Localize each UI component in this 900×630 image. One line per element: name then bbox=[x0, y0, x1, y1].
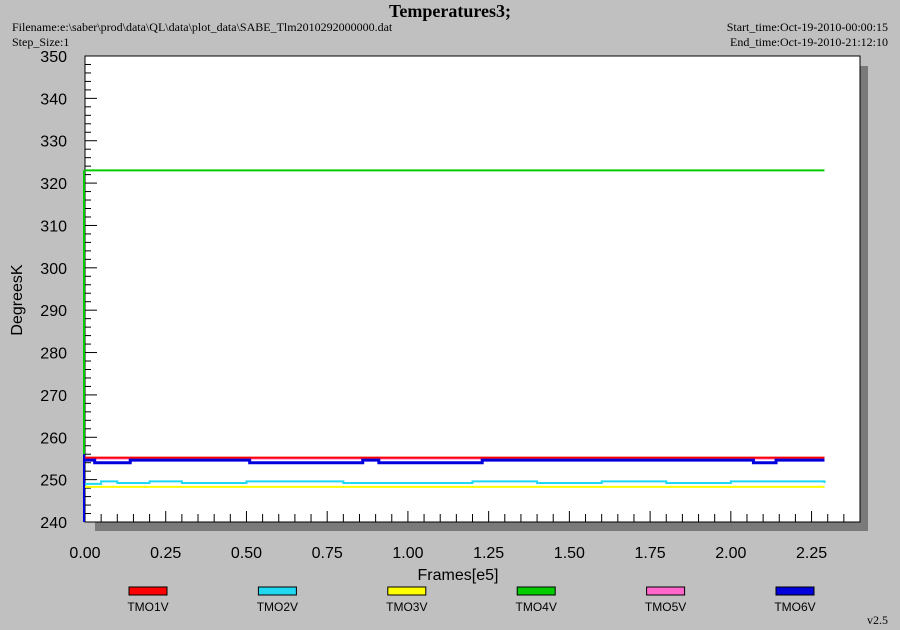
y-tick-label: 250 bbox=[40, 473, 67, 490]
x-tick-label: 1.50 bbox=[554, 545, 585, 562]
x-tick-label: 0.00 bbox=[69, 545, 100, 562]
x-tick-label: 0.25 bbox=[150, 545, 181, 562]
x-tick-label: 0.50 bbox=[231, 545, 262, 562]
legend-swatch-tmo2v bbox=[257, 586, 297, 596]
y-tick-label: 310 bbox=[40, 218, 67, 235]
step-size-label: Step_Size:1 bbox=[12, 35, 70, 49]
chart-title: Temperatures3; bbox=[389, 1, 511, 21]
version-label: v2.5 bbox=[867, 613, 888, 627]
y-tick-label: 290 bbox=[40, 303, 67, 320]
x-tick-label: 2.25 bbox=[796, 545, 827, 562]
x-tick-label: 1.75 bbox=[635, 545, 666, 562]
y-tick-label: 330 bbox=[40, 134, 67, 151]
y-axis-label: DegreesK bbox=[9, 264, 26, 335]
end-time-label: End_time:Oct-19-2010-21:12:10 bbox=[730, 35, 888, 49]
x-axis-label: Frames[e5] bbox=[418, 567, 499, 584]
series-line-tmo6v bbox=[85, 458, 825, 465]
legend-label-tmo6v: TMO6V bbox=[774, 600, 815, 614]
legend-swatch-tmo5v bbox=[646, 586, 686, 596]
legend-swatch-tmo3v bbox=[387, 586, 427, 596]
legend-swatch-tmo1v bbox=[128, 586, 168, 596]
y-tick-label: 300 bbox=[40, 261, 67, 278]
y-tick-label: 270 bbox=[40, 388, 67, 405]
legend-label-tmo1v: TMO1V bbox=[127, 600, 168, 614]
legend-label-tmo5v: TMO5V bbox=[645, 600, 686, 614]
y-tick-label: 240 bbox=[40, 515, 67, 532]
start-time-label: Start_time:Oct-19-2010-00:00:15 bbox=[726, 20, 888, 34]
y-tick-label: 320 bbox=[40, 176, 67, 193]
x-tick-label: 0.75 bbox=[312, 545, 343, 562]
x-tick-label: 1.00 bbox=[392, 545, 423, 562]
x-tick-label: 1.25 bbox=[473, 545, 504, 562]
series-line-tmo2v bbox=[85, 480, 826, 485]
plot-area bbox=[84, 55, 861, 523]
legend-label-tmo2v: TMO2V bbox=[257, 600, 298, 614]
x-tick-label: 2.00 bbox=[715, 545, 746, 562]
legend-swatch-tmo6v bbox=[775, 586, 815, 596]
legend-label-tmo3v: TMO3V bbox=[386, 600, 427, 614]
y-tick-label: 260 bbox=[40, 430, 67, 447]
filename-label: Filename:e:\saber\prod\data\QL\data\plot… bbox=[12, 20, 393, 34]
legend-label-tmo4v: TMO4V bbox=[516, 600, 557, 614]
legend-swatch-tmo4v bbox=[516, 586, 556, 596]
y-tick-label: 340 bbox=[40, 91, 67, 108]
y-tick-label: 350 bbox=[40, 49, 67, 66]
y-tick-label: 280 bbox=[40, 346, 67, 363]
